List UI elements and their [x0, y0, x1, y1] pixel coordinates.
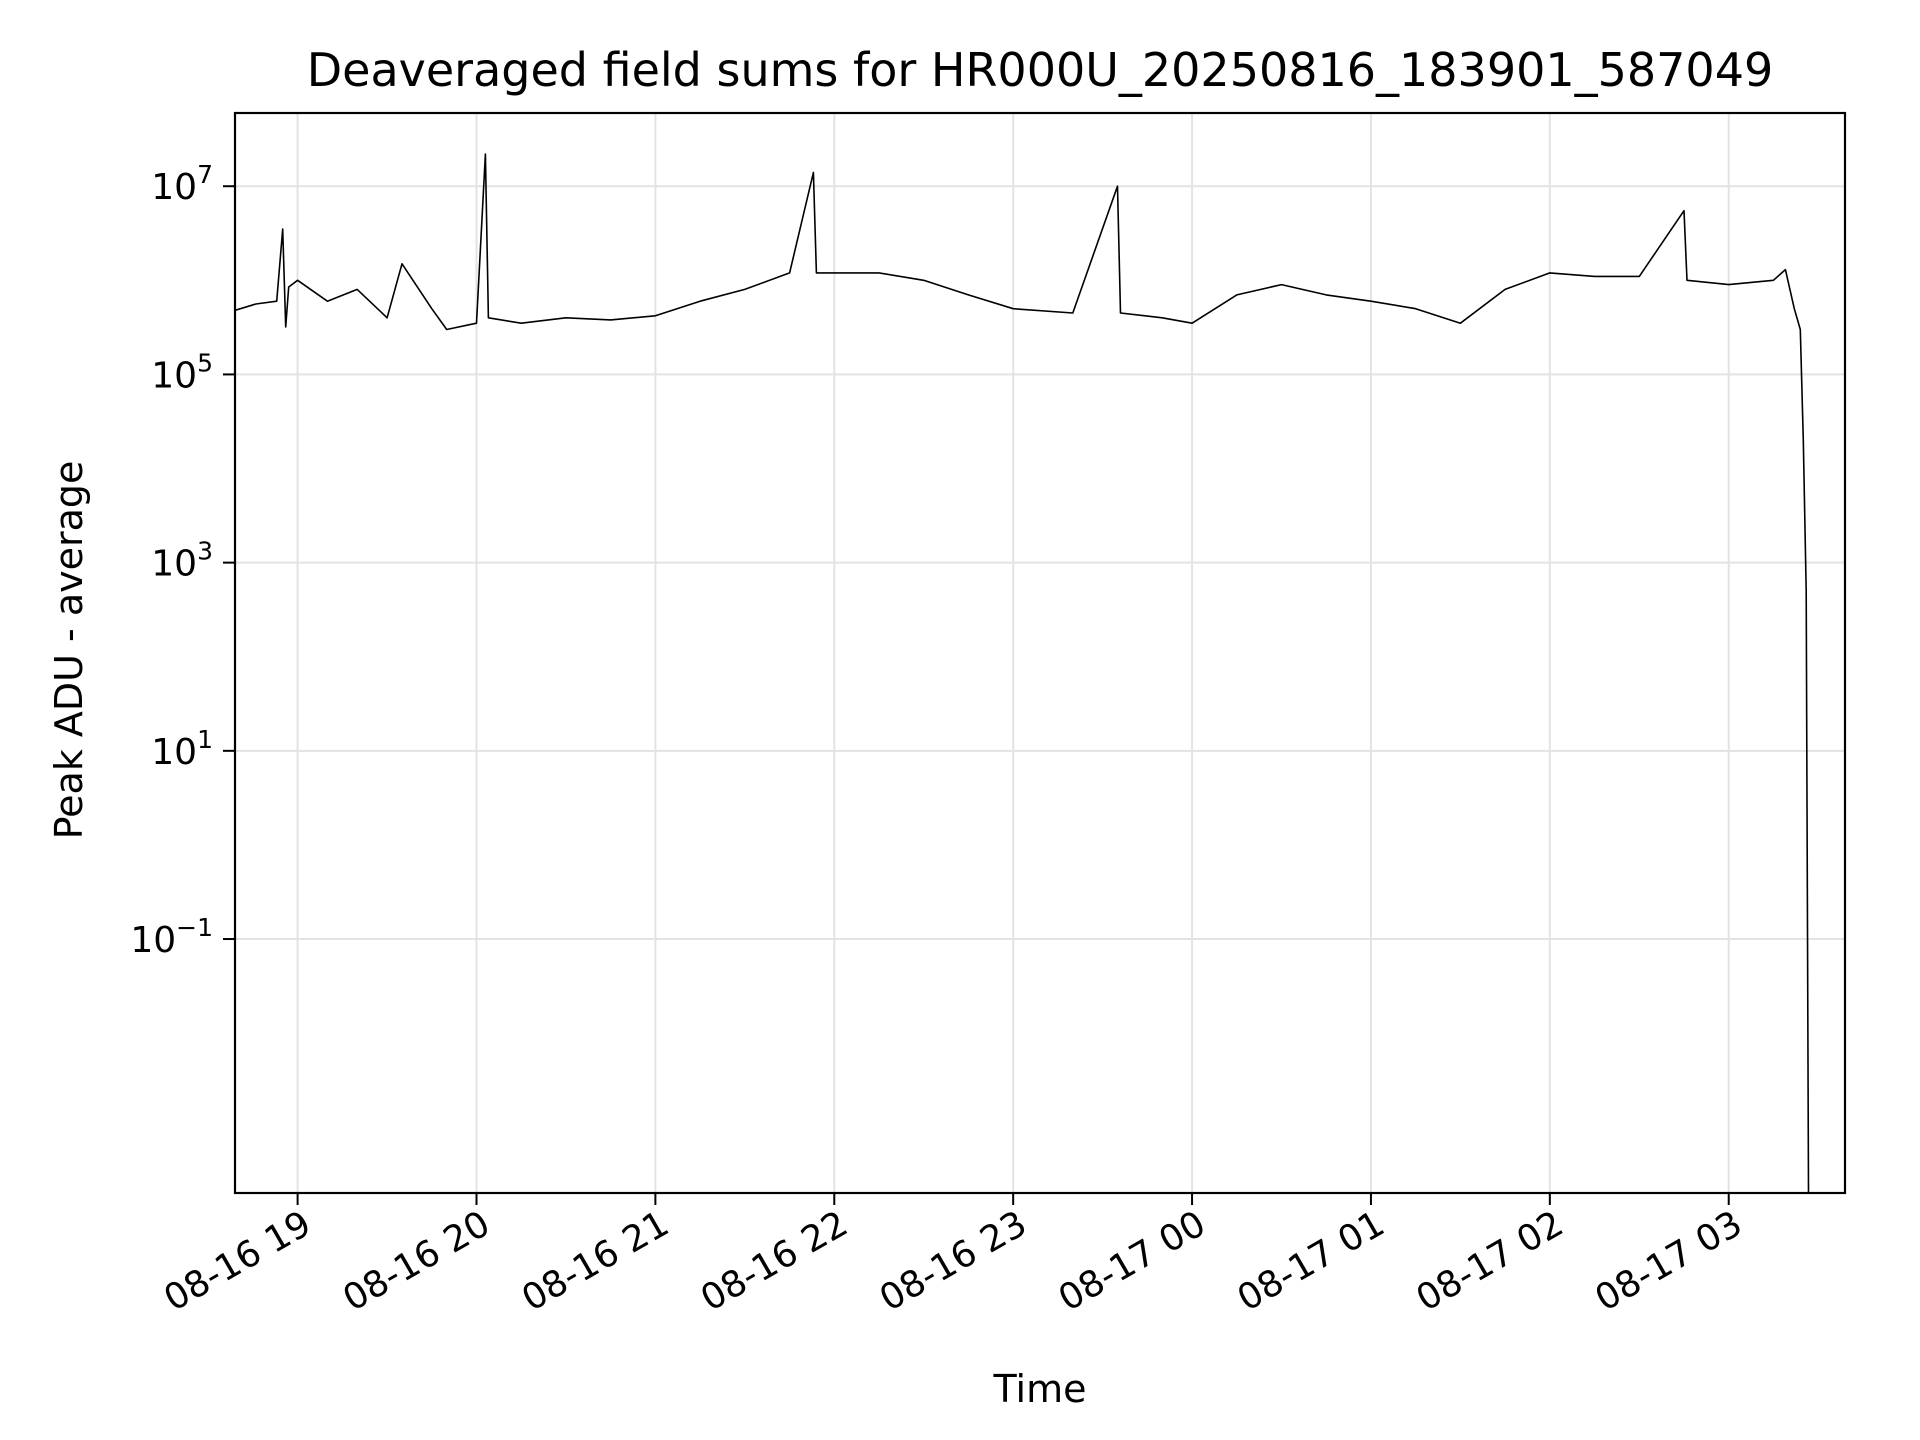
y-axis: 107 105 103 101 10−1 [130, 160, 235, 961]
x-axis-label: Time [993, 1367, 1087, 1411]
series-line [235, 153, 1810, 1193]
gridlines [235, 113, 1845, 1193]
y-tick-label: 103 [151, 537, 213, 585]
chart-title: Deaveraged field sums for HR000U_2025081… [307, 43, 1773, 97]
series-layer [235, 153, 1810, 1193]
y-tick-label: 101 [151, 725, 213, 773]
plot-frame [233, 111, 1847, 1195]
y-tick-label: 10−1 [130, 913, 213, 961]
y-axis-label: Peak ADU - average [47, 461, 91, 840]
y-tick-label: 107 [151, 160, 213, 208]
y-tick-label: 105 [151, 348, 213, 396]
